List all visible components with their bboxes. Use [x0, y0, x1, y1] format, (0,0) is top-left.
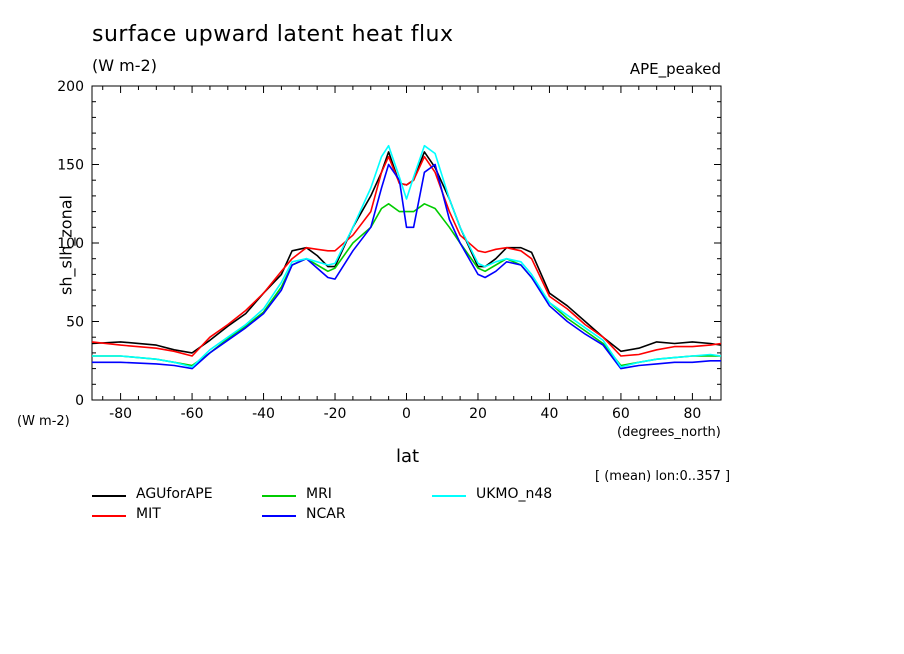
plot-frame — [91, 85, 722, 401]
y-tick-label: 0 — [75, 393, 84, 409]
y-tick-label: 200 — [57, 79, 84, 95]
x-tick-label: 80 — [683, 406, 701, 422]
x-tick-label: -40 — [252, 406, 275, 422]
legend-swatch — [92, 495, 126, 497]
series-line-aguforape — [91, 151, 722, 354]
experiment-label: APE_peaked — [629, 60, 721, 78]
series-line-ncar — [92, 163, 721, 370]
x-tick-label: -20 — [324, 406, 347, 422]
x-tick-label: 40 — [541, 406, 559, 422]
series-line-ukmo_n48 — [92, 144, 722, 368]
legend-label: UKMO_n48 — [476, 486, 553, 502]
x-tick-label: -60 — [181, 406, 204, 422]
legend: AGUforAPE MRI UKMO_n48 MIT NCAR — [92, 486, 612, 526]
series-line-mit — [91, 155, 722, 357]
x-tick-label: 20 — [469, 406, 487, 422]
chart-title: surface upward latent heat flux — [92, 22, 454, 47]
series-line-mri — [92, 203, 721, 367]
y-tick-label: 100 — [57, 236, 84, 252]
legend-swatch — [262, 495, 296, 497]
chart-units: (W m-2) — [92, 56, 157, 75]
x-tick-label: 60 — [612, 406, 630, 422]
legend-swatch — [92, 515, 126, 517]
y-tick-label: 50 — [66, 315, 84, 331]
y-tick-label: 150 — [57, 158, 84, 174]
averaging-note: [ (mean) lon:0..357 ] — [595, 469, 731, 484]
x-axis-unit: (degrees_north) — [617, 425, 721, 440]
x-axis-label: lat — [396, 446, 420, 467]
legend-label: AGUforAPE — [136, 486, 213, 502]
y-axis-label: sh_slh_zonal — [56, 195, 76, 295]
y-axis-unit: (W m-2) — [17, 414, 70, 429]
legend-label: NCAR — [306, 506, 346, 522]
legend-swatch — [432, 495, 466, 497]
legend-label: MRI — [306, 486, 332, 502]
legend-swatch — [262, 515, 296, 517]
legend-label: MIT — [136, 506, 161, 522]
x-tick-label: -80 — [109, 406, 132, 422]
x-tick-label: 0 — [402, 406, 411, 422]
